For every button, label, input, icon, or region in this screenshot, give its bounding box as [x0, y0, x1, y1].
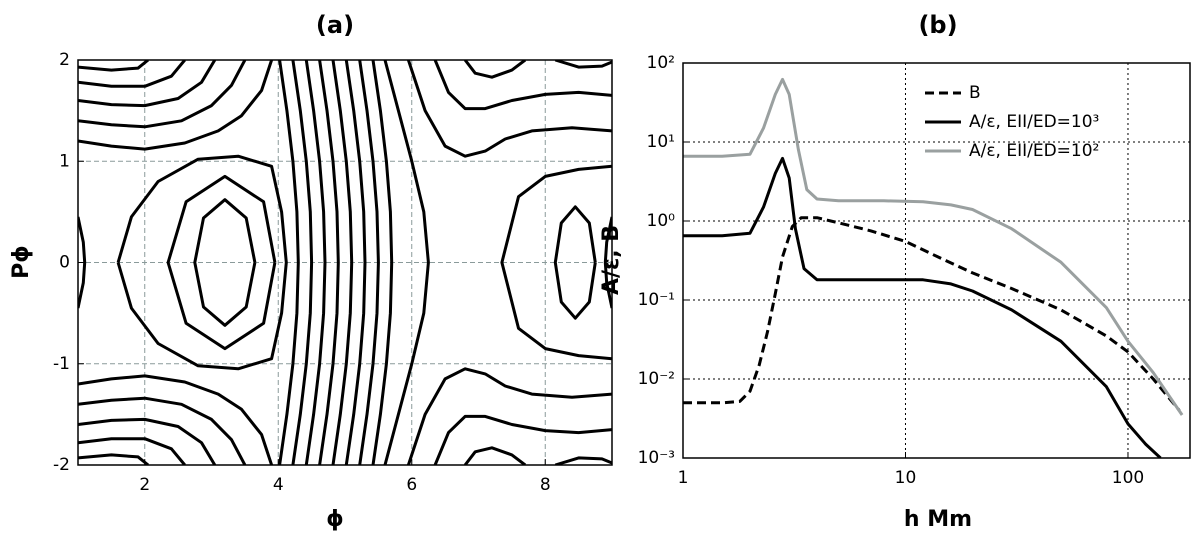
contour-line [78, 60, 217, 108]
y-tick-label: 0 [59, 253, 70, 273]
y-tick-label: 10² [647, 53, 675, 73]
data-line [683, 216, 1181, 412]
y-tick-label: 10⁻² [638, 369, 675, 389]
contour-line [344, 60, 367, 465]
contour-line [433, 414, 612, 465]
contour-line [554, 60, 612, 69]
contour-line [304, 60, 327, 465]
data-line [683, 77, 1184, 416]
x-tick-label: 6 [406, 475, 417, 495]
x-tick-label: 1 [678, 468, 689, 488]
contour-line [463, 446, 527, 465]
x-tick-label: 4 [273, 475, 284, 495]
y-tick-label: 10⁰ [647, 211, 676, 231]
y-tick-label: 2 [59, 50, 70, 70]
plot-frame [77, 59, 613, 466]
contour-line [78, 437, 186, 465]
contour-line [406, 60, 612, 158]
x-axis-label: h Mm [904, 507, 972, 532]
contour-line [358, 60, 380, 465]
plot-frame [682, 62, 1191, 459]
contour-line [500, 164, 612, 361]
x-tick-label: 2 [139, 475, 150, 495]
contour-line [166, 174, 277, 351]
y-axis-label: Pϕ [9, 245, 34, 279]
contour-line [603, 216, 612, 309]
contour-line [383, 60, 430, 465]
y-tick-label: 1 [59, 151, 70, 171]
contour-line [371, 60, 394, 465]
contour-line [78, 60, 247, 129]
x-axis-label: ϕ [326, 507, 344, 532]
contour-line [318, 60, 340, 465]
x-tick-label: 100 [1112, 468, 1144, 488]
contour-line [78, 374, 274, 465]
contour-line [78, 60, 186, 88]
contour-line [78, 60, 274, 151]
contour-line [193, 198, 257, 327]
legend-label: A/ε, EII/ED=10³ [969, 112, 1099, 132]
contour-line [433, 60, 612, 111]
y-tick-label: 10¹ [647, 132, 675, 152]
contour-line [553, 205, 597, 320]
contour-line [406, 367, 612, 465]
contour-line [116, 154, 288, 371]
y-tick-label: 10⁻¹ [638, 290, 675, 310]
contour-line [278, 60, 300, 465]
contour-line [78, 396, 247, 465]
legend-label: B [969, 83, 981, 103]
y-tick-label: -1 [53, 354, 70, 374]
data-line [683, 156, 1162, 458]
contour-line [331, 60, 354, 465]
contour-line [78, 60, 150, 72]
legend-label: A/ε, EII/ED=10² [969, 141, 1099, 161]
contour-line [78, 453, 150, 465]
contour-line [291, 60, 314, 465]
y-tick-label: -2 [53, 455, 70, 475]
x-tick-label: 8 [540, 475, 551, 495]
contour-line [554, 456, 612, 465]
panel-title: (b) [918, 11, 957, 39]
contour-line [78, 216, 87, 309]
x-tick-label: 10 [895, 468, 917, 488]
contour-line [463, 60, 527, 79]
y-tick-label: 10⁻³ [638, 448, 675, 468]
contour-line [78, 417, 217, 465]
panel-title: (a) [316, 11, 354, 39]
